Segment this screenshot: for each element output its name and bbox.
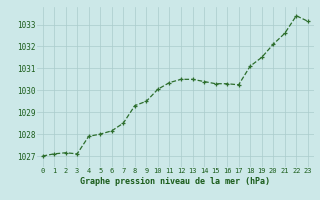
X-axis label: Graphe pression niveau de la mer (hPa): Graphe pression niveau de la mer (hPa) xyxy=(80,177,270,186)
